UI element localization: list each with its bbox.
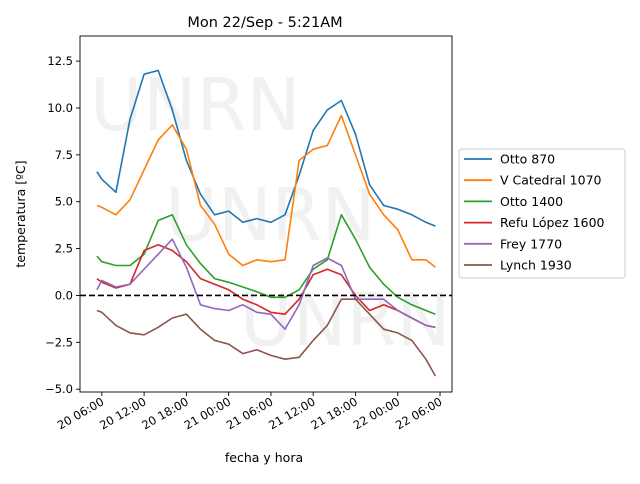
- legend-label: Otto 870: [500, 152, 555, 167]
- y-tick-label: 0.0: [55, 288, 73, 302]
- series-line-lynch-1930: [96, 298, 437, 377]
- y-axis-label: temperatura [ºC]: [13, 160, 28, 267]
- y-tick-label: 5.0: [55, 195, 73, 209]
- y-tick-label: 2.5: [55, 242, 73, 256]
- series-line-frey-1770: [96, 238, 436, 331]
- legend-label: V Catedral 1070: [500, 173, 602, 188]
- y-tick-label: 10.0: [47, 101, 73, 115]
- legend-label: Frey 1770: [500, 236, 562, 251]
- series-line-otto-1400: [96, 214, 436, 315]
- legend: Otto 870 V Catedral 1070 Otto 1400 Refu Lóp…: [458, 148, 626, 279]
- axes-frame: [79, 35, 453, 393]
- legend-label: Lynch 1930: [500, 258, 572, 273]
- y-tick-label: −5.0: [45, 382, 73, 396]
- watermarks: UNRN UNRN UNRN: [90, 63, 450, 362]
- series-line-refu-l-pez-1600: [96, 244, 436, 329]
- watermark-text: UNRN: [90, 63, 300, 147]
- watermark-text: UNRN: [165, 173, 375, 257]
- series-line-v-catedral-1070: [96, 114, 436, 268]
- chart-title: Mon 22/Sep - 5:21AM: [187, 15, 342, 31]
- plot-area: [80, 69, 452, 377]
- legend-label: Refu López 1600: [500, 215, 605, 230]
- legend-frame: [458, 148, 626, 279]
- y-tick-label: −2.5: [45, 335, 73, 349]
- legend-label: Otto 1400: [500, 194, 563, 209]
- y-tick-label: 7.5: [55, 148, 73, 162]
- y-tick-label: 12.5: [47, 54, 73, 68]
- x-axis-label: fecha y hora: [225, 450, 303, 465]
- series-line-otto-870: [96, 69, 436, 227]
- y-axis: −5.0 −2.5 0.0 2.5 5.0 7.5 10.0 12.5: [45, 54, 80, 396]
